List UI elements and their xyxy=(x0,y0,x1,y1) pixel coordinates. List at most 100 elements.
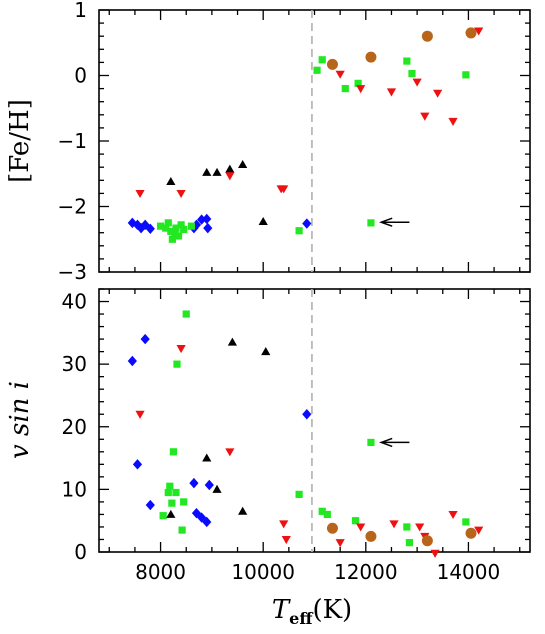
bottom-point-diamond xyxy=(191,507,202,519)
bottom-point-triangle-down xyxy=(356,523,366,532)
top-point-square xyxy=(313,66,321,74)
bottom-point-triangle-down xyxy=(176,345,186,354)
bottom-point-diamond xyxy=(197,512,207,523)
bottom-point-square xyxy=(159,512,167,520)
bottom-y-tick-label: 0 xyxy=(74,540,87,564)
bottom-point-triangle-down xyxy=(281,536,291,545)
top-y-axis-label: [Fe/H] xyxy=(5,99,35,183)
top-point-diamond xyxy=(302,218,312,229)
top-point-triangle-down xyxy=(420,112,430,121)
top-point-square xyxy=(162,224,170,232)
top-point-triangle-down xyxy=(474,27,484,36)
bottom-point-square xyxy=(180,498,188,506)
top-point-triangle-up xyxy=(225,164,235,173)
bottom-point-triangle-down xyxy=(389,520,399,529)
x-tick-label: 12000 xyxy=(334,560,398,584)
x-axis-label-main: T xyxy=(272,595,291,625)
bottom-point-triangle-down xyxy=(335,539,345,548)
top-point-triangle-up xyxy=(212,167,222,176)
top-point-square xyxy=(408,69,416,78)
top-point-triangle-down xyxy=(279,185,289,194)
top-point-square xyxy=(295,227,303,235)
bottom-point-square xyxy=(164,488,172,497)
bottom-point-square xyxy=(405,539,414,547)
x-axis-label-unit: (K) xyxy=(312,595,352,625)
top-point-diamond xyxy=(145,223,155,234)
top-point-triangle-down xyxy=(335,70,345,79)
bottom-point-square xyxy=(295,490,303,498)
bottom-y-axis-label: v sin i xyxy=(5,381,35,459)
top-point-square xyxy=(462,71,470,79)
top-point-triangle-up xyxy=(202,167,212,176)
top-y-tick-label: 0 xyxy=(74,64,87,88)
bottom-point-square xyxy=(403,523,411,531)
top-point-square xyxy=(167,227,175,235)
bottom-point-square xyxy=(462,518,470,526)
bottom-point-triangle-up xyxy=(166,509,176,518)
top-panel-frame xyxy=(98,9,531,273)
top-y-tick-label: −3 xyxy=(58,260,87,284)
bottom-point-square xyxy=(351,517,360,525)
top-point-diamond xyxy=(191,219,202,231)
bottom-point-triangle-down xyxy=(135,410,145,419)
top-point-triangle-down xyxy=(225,172,235,181)
bottom-point-triangle-down xyxy=(474,526,484,535)
bottom-point-diamond xyxy=(132,459,143,470)
bottom-point-triangle-up xyxy=(261,347,271,356)
top-point-triangle-down xyxy=(135,189,145,198)
top-point-square xyxy=(318,56,326,64)
top-point-square xyxy=(174,232,183,240)
top-point-triangle-down xyxy=(176,189,186,198)
top-y-tick-label: 1 xyxy=(74,0,87,22)
bottom-point-square xyxy=(182,310,190,318)
bottom-point-triangle-down xyxy=(430,549,440,558)
x-axis-label: Teff(K) xyxy=(272,595,352,628)
bottom-point-triangle-down xyxy=(415,523,425,532)
bottom-point-square xyxy=(166,482,174,490)
bottom-point-square xyxy=(168,499,176,507)
bottom-point-square xyxy=(318,507,326,515)
bottom-y-tick-label: 20 xyxy=(62,415,87,439)
bottom-point-circle xyxy=(326,522,338,534)
bottom-point-circle xyxy=(465,527,477,539)
x-tick-label: 14000 xyxy=(437,560,501,584)
top-point-square xyxy=(354,79,362,87)
bottom-y-tick-label: 30 xyxy=(62,352,87,376)
x-axis-label-sub: eff xyxy=(289,609,313,628)
bottom-point-diamond xyxy=(204,479,214,491)
bottom-point-triangle-up xyxy=(212,484,222,493)
top-y-tick-label: −2 xyxy=(58,195,87,219)
bottom-point-square xyxy=(367,438,375,447)
top-point-triangle-down xyxy=(412,78,422,87)
top-point-square xyxy=(180,225,188,234)
top-point-diamond xyxy=(202,213,212,225)
top-point-square xyxy=(187,222,195,230)
top-point-triangle-up xyxy=(238,159,248,169)
top-point-triangle-down xyxy=(448,117,458,126)
bottom-y-tick-label: 40 xyxy=(62,290,87,314)
bottom-point-circle xyxy=(365,530,377,542)
top-point-square xyxy=(156,222,165,230)
top-point-triangle-up xyxy=(258,216,268,226)
bottom-point-triangle-down xyxy=(279,520,289,529)
bottom-point-circle xyxy=(421,535,433,547)
bottom-point-square xyxy=(172,488,180,497)
top-arrow-head xyxy=(379,217,393,227)
top-y-tick-label: −1 xyxy=(58,129,87,153)
x-tick-label: 8000 xyxy=(135,560,186,584)
bottom-point-diamond xyxy=(140,333,150,345)
bottom-point-triangle-up xyxy=(202,453,212,462)
bottom-arrow-head xyxy=(379,437,393,448)
top-point-square xyxy=(403,57,411,65)
bottom-point-diamond xyxy=(189,477,199,489)
bottom-point-diamond xyxy=(302,409,312,420)
bottom-point-square xyxy=(173,360,181,368)
top-point-circle xyxy=(365,51,377,63)
bottom-point-square xyxy=(169,448,177,456)
x-tick-label: 10000 xyxy=(231,560,295,584)
top-point-square xyxy=(367,219,375,227)
top-point-square xyxy=(177,221,185,229)
top-point-square xyxy=(172,224,180,232)
bottom-panel: 8000 10000 12000 14000 0 10 20 30 40 v sin i Tef… xyxy=(5,288,531,628)
top-point-circle xyxy=(326,58,338,70)
